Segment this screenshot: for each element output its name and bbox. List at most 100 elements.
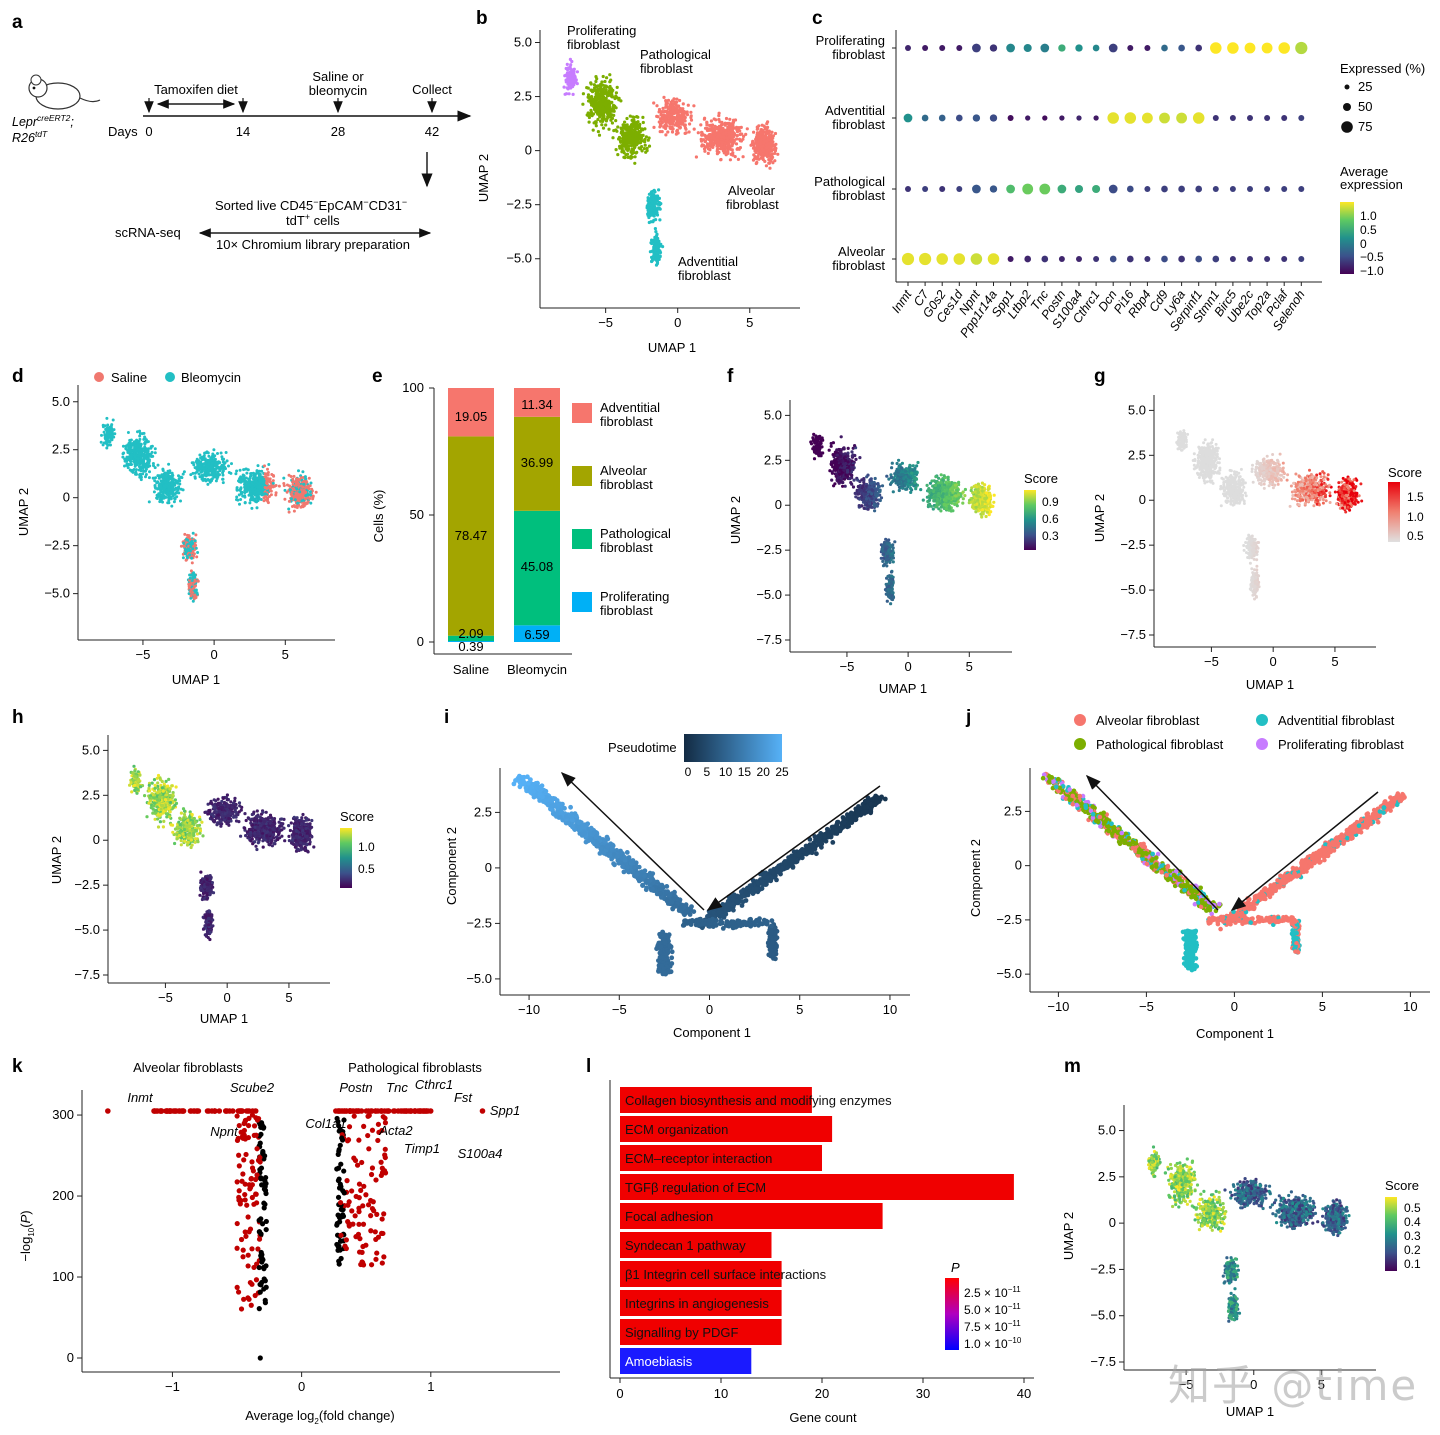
cell-point [575, 70, 580, 74]
dot [1178, 255, 1185, 263]
cell-point [133, 459, 137, 463]
dotplot-dots [901, 41, 1308, 266]
cell-point [267, 463, 271, 466]
cell-point [204, 451, 208, 455]
cell-point [623, 136, 627, 140]
size-legend-title: Expressed (%) [1340, 61, 1425, 76]
cell-point [568, 57, 573, 62]
cell-point [572, 83, 576, 87]
cell-point [206, 482, 210, 486]
cell-point [603, 101, 607, 105]
cell-point [761, 149, 766, 153]
cell-point [700, 131, 704, 135]
cell-point [833, 464, 837, 469]
cell-point [602, 96, 607, 100]
cell-point [659, 110, 663, 114]
cell-point [607, 86, 612, 90]
legend-label: Proliferating [600, 589, 669, 604]
row-label: Alveolar [838, 244, 886, 259]
cell-point [752, 153, 756, 157]
dot [1281, 256, 1288, 262]
row-label: fibroblast [832, 188, 885, 203]
cell-point [270, 473, 274, 476]
cell-point [647, 136, 651, 140]
cell-point [252, 474, 256, 478]
cell-point [296, 493, 300, 497]
cell-point [153, 451, 157, 455]
cell-point [830, 471, 835, 475]
cell-point [193, 593, 197, 597]
row-label: Proliferating [816, 33, 885, 48]
cell-point [853, 444, 857, 448]
cell-point [670, 130, 675, 134]
cell-point [657, 107, 662, 112]
cell-point [595, 97, 599, 101]
cell-point [235, 495, 239, 499]
cell-point [610, 121, 615, 125]
cell-point [679, 118, 683, 122]
cell-point [713, 133, 718, 137]
legend-swatch [572, 592, 592, 612]
color-legend-title-2: expression [1340, 177, 1403, 192]
cell-point [718, 125, 722, 129]
y-tick-label: 0 [525, 143, 532, 158]
dot [1127, 45, 1134, 51]
cell-point [717, 111, 721, 115]
cell-point [121, 455, 125, 459]
cell-point [258, 484, 262, 488]
cell-point [675, 109, 679, 113]
cell-point [259, 498, 263, 501]
cell-point [744, 132, 748, 136]
dot [989, 185, 998, 193]
cell-point [212, 455, 215, 459]
cell-point [604, 88, 608, 92]
cell-point [681, 102, 685, 106]
dot [1227, 42, 1239, 54]
cell-point [767, 161, 772, 165]
cell-point [592, 83, 597, 87]
cell-point [600, 91, 604, 95]
dot [1144, 186, 1151, 192]
cell-point [692, 127, 696, 131]
cell-point [773, 151, 777, 155]
cell-point [734, 142, 739, 146]
panel-d: d Saline Bleomycin −5 0 55.02.50−2.5−5.0 U… [12, 366, 335, 687]
cell-point [193, 589, 197, 593]
cell-point [254, 479, 258, 483]
dot [922, 186, 929, 192]
cell-point [138, 432, 142, 435]
dot [987, 253, 1000, 265]
cell-point [193, 584, 197, 588]
dot [1109, 255, 1117, 263]
cell-point [314, 490, 318, 494]
cell-point [163, 480, 167, 484]
cell-point [138, 444, 142, 448]
cell-point [703, 116, 707, 120]
cell-point [700, 144, 704, 148]
cell-point [626, 155, 630, 159]
cell-point [188, 553, 192, 557]
dot [1281, 115, 1288, 121]
cell-point [264, 495, 268, 498]
cell-point [170, 504, 174, 508]
cell-point [711, 141, 715, 145]
cell-point [308, 497, 312, 501]
cell-point [255, 491, 259, 495]
cell-point [566, 66, 570, 70]
cell-point [123, 464, 126, 468]
dot [903, 113, 913, 123]
cell-point [133, 464, 137, 468]
cell-point [720, 145, 724, 149]
cell-point [293, 498, 297, 502]
dot [1195, 185, 1203, 193]
dot [970, 253, 983, 265]
cell-point [846, 446, 850, 450]
dot [1023, 43, 1032, 53]
cell-point [665, 111, 670, 115]
dot [1039, 183, 1051, 195]
dot [1024, 255, 1032, 263]
cell-point [594, 124, 598, 128]
cell-point [298, 490, 302, 494]
cell-point [129, 462, 133, 466]
cell-point [815, 439, 820, 443]
